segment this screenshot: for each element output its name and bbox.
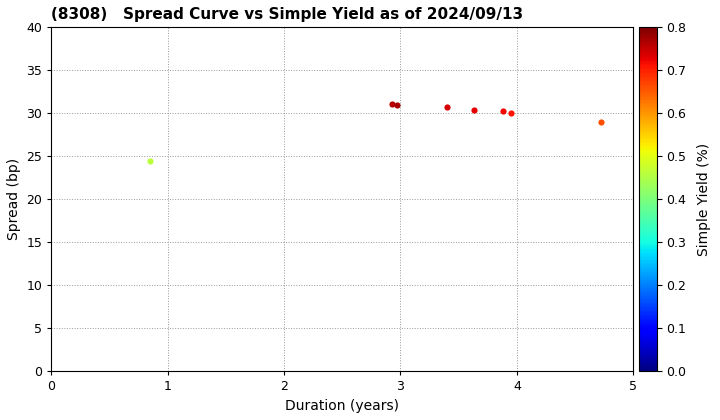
Text: (8308)   Spread Curve vs Simple Yield as of 2024/09/13: (8308) Spread Curve vs Simple Yield as o… bbox=[51, 7, 523, 22]
Point bbox=[505, 110, 517, 117]
Point bbox=[441, 104, 453, 110]
Point bbox=[387, 100, 398, 107]
X-axis label: Duration (years): Duration (years) bbox=[285, 399, 400, 413]
Point bbox=[391, 101, 402, 108]
Point bbox=[595, 118, 606, 125]
Y-axis label: Simple Yield (%): Simple Yield (%) bbox=[698, 143, 711, 256]
Y-axis label: Spread (bp): Spread (bp) bbox=[7, 158, 21, 240]
Point bbox=[497, 108, 508, 114]
Point bbox=[468, 107, 480, 113]
Point bbox=[145, 158, 156, 164]
